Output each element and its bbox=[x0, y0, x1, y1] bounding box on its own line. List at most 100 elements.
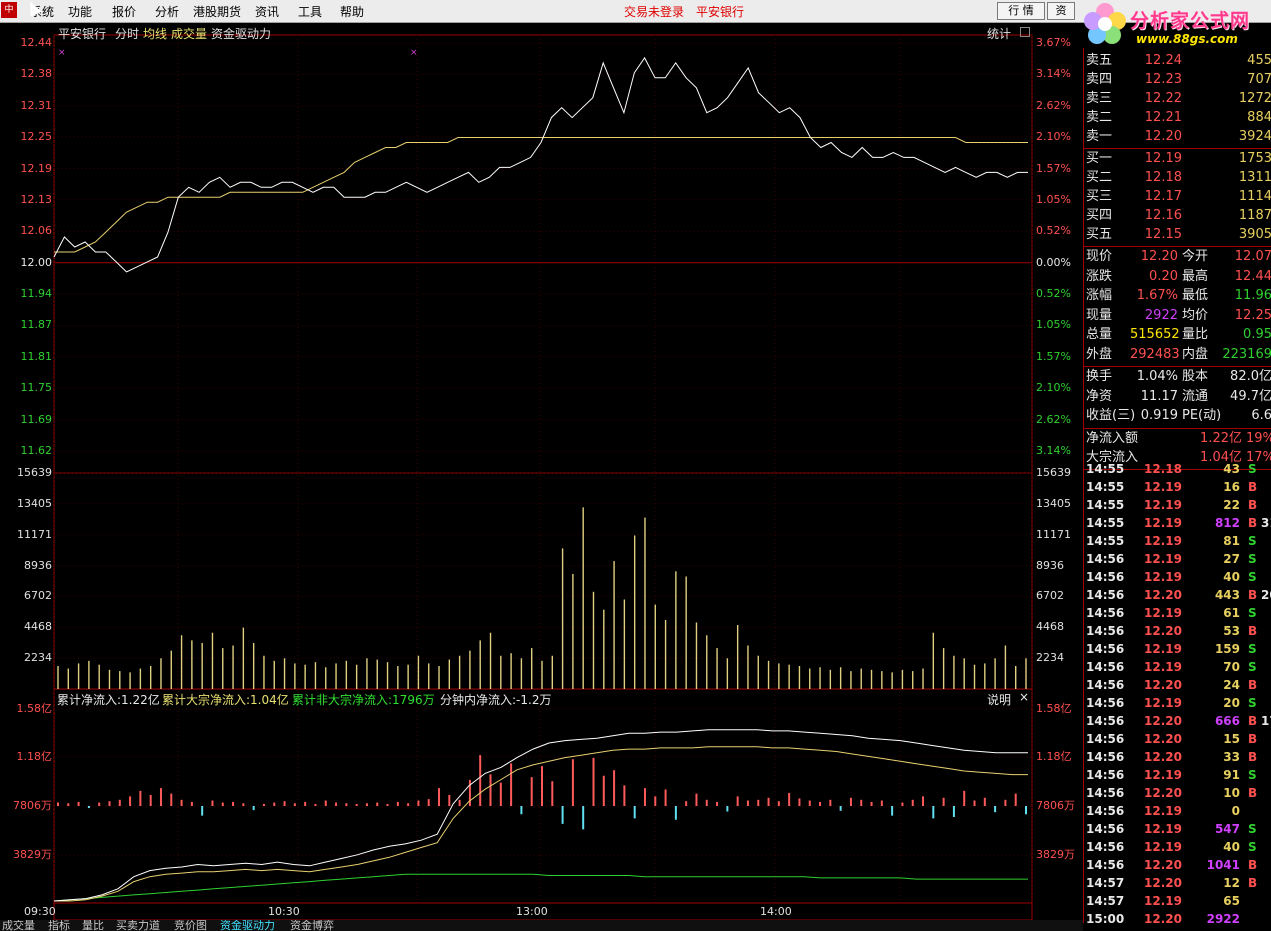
trade-login-status[interactable]: 交易未登录 bbox=[624, 5, 685, 19]
flow-percent: 19% bbox=[1246, 430, 1271, 446]
tick-price: 12.20 bbox=[1144, 858, 1182, 872]
chart-frame bbox=[53, 34, 1033, 920]
tick-row: 14:56 12.19 27 S bbox=[1086, 550, 1271, 568]
stat-label: 现量 bbox=[1086, 307, 1113, 323]
bottom-tab[interactable]: 资金驱动力 bbox=[220, 920, 275, 931]
menu-item-analysis[interactable]: 分析 bbox=[155, 5, 180, 19]
tick-row: 14:56 12.20 666 B17 bbox=[1086, 712, 1271, 730]
menu-item-hk-futures[interactable]: 港股期货 bbox=[193, 5, 242, 19]
tick-row: 14:56 12.19 61 S bbox=[1086, 604, 1271, 622]
bottom-tab[interactable]: 量比 bbox=[82, 920, 104, 931]
price-tick-label: 12.06 bbox=[20, 224, 53, 238]
stat-row: 净资 11.17 流通 49.7亿 bbox=[1086, 388, 1271, 406]
menu-item-system[interactable]: 系统 bbox=[30, 5, 55, 19]
tick-time: 14:56 bbox=[1086, 822, 1125, 836]
tick-volume: 43 bbox=[1223, 462, 1240, 476]
tick-price: 12.20 bbox=[1144, 678, 1182, 692]
chart-title-timeshare[interactable]: 分时 bbox=[115, 27, 140, 41]
price-tick-label: 11.87 bbox=[20, 318, 53, 332]
flow-label: 大宗流入 bbox=[1086, 449, 1139, 465]
tick-volume: 12 bbox=[1223, 876, 1240, 890]
bottom-tab[interactable]: 买卖力道 bbox=[116, 920, 160, 931]
tick-row: 14:56 12.19 91 S bbox=[1086, 766, 1271, 784]
info-button[interactable]: 资 bbox=[1047, 2, 1075, 20]
tick-price: 12.20 bbox=[1144, 714, 1182, 728]
intraday-chart-area: × × 平安银行 分时 均线 成交量 资金驱动力 统计 12.44 12.38 12.… bbox=[0, 23, 1083, 920]
tick-side: S bbox=[1248, 660, 1257, 674]
ask-level-label: 卖三 bbox=[1086, 91, 1113, 106]
flow-minute-net-label: 分钟内净流入:-1.2万 bbox=[440, 693, 552, 707]
tick-row: 14:56 12.20 10 B bbox=[1086, 784, 1271, 802]
tick-volume: 666 bbox=[1214, 714, 1240, 728]
stat-label: 净资 bbox=[1086, 388, 1113, 404]
bottom-tab[interactable]: 竞价图 bbox=[174, 920, 207, 931]
price-tick-label: 12.13 bbox=[20, 192, 53, 206]
percent-tick-label: 3.67% bbox=[1036, 36, 1071, 49]
stat-label: 均价 bbox=[1182, 307, 1209, 323]
tick-time: 14:56 bbox=[1086, 570, 1125, 584]
menu-item-quote[interactable]: 报价 bbox=[112, 5, 137, 19]
explain-button[interactable]: 说明 bbox=[987, 693, 1012, 707]
stat-value: 1.67% bbox=[1136, 288, 1178, 303]
tick-price: 12.18 bbox=[1144, 462, 1182, 476]
percent-tick-label: 1.57% bbox=[1036, 349, 1071, 363]
volume-tick-label: 11171 bbox=[1036, 527, 1071, 541]
tick-volume: 70 bbox=[1223, 660, 1240, 674]
bottom-tab[interactable]: 成交量 bbox=[2, 920, 35, 931]
tick-time: 14:56 bbox=[1086, 840, 1125, 854]
bid-row: 买二 12.18 1311 bbox=[1086, 169, 1271, 187]
menu-item-help[interactable]: 帮助 bbox=[340, 5, 365, 19]
menu-bar: 中 系统 功能 报价 分析 港股期货 资讯 工具 帮助 交易未登录 平安银行 行… bbox=[0, 0, 1271, 23]
chart-svg: × × bbox=[53, 34, 1033, 920]
menu-item-function[interactable]: 功能 bbox=[68, 5, 93, 19]
close-panel-icon[interactable]: × bbox=[1019, 690, 1030, 704]
tick-row: 14:56 12.20 53 B bbox=[1086, 622, 1271, 640]
tick-side: S bbox=[1248, 462, 1257, 476]
tick-time: 14:55 bbox=[1086, 480, 1125, 494]
tick-time: 14:56 bbox=[1086, 552, 1125, 566]
chart-title-avg-line[interactable]: 均线 bbox=[143, 27, 168, 41]
panel-toggle-icon[interactable] bbox=[1020, 27, 1030, 37]
flow-value: 1.22亿 bbox=[1200, 430, 1242, 446]
tick-side: B bbox=[1248, 498, 1258, 512]
percent-tick-label: 2.62% bbox=[1036, 98, 1071, 112]
ask-volume: 455 bbox=[1247, 53, 1271, 68]
bid-volume: 1753 bbox=[1238, 151, 1271, 166]
bid-level-label: 买五 bbox=[1086, 227, 1113, 242]
chart-title-fund-drive[interactable]: 资金驱动力 bbox=[211, 27, 272, 41]
volume-tick-label: 8936 bbox=[1036, 558, 1064, 572]
app-logo-icon: 中 bbox=[1, 2, 17, 18]
quote-button[interactable]: 行 情 bbox=[997, 2, 1045, 20]
bottom-tab[interactable]: 指标 bbox=[48, 920, 70, 931]
marker-x: × bbox=[410, 48, 418, 58]
menu-item-tools[interactable]: 工具 bbox=[298, 5, 323, 19]
flow-tick-label: 7806万 bbox=[13, 799, 52, 812]
price-tick-label: 11.75 bbox=[20, 381, 53, 395]
logo-title: 分析家公式网 bbox=[1130, 10, 1251, 32]
tick-side: S bbox=[1248, 552, 1257, 566]
divider bbox=[1084, 246, 1271, 247]
tick-volume: 27 bbox=[1223, 552, 1240, 566]
stat-label: 量比 bbox=[1182, 327, 1209, 342]
volume-tick-label: 6702 bbox=[1036, 589, 1064, 603]
stat-row: 换手 1.04% 股本 82.0亿 bbox=[1086, 368, 1271, 386]
chart-title-volume[interactable]: 成交量 bbox=[171, 27, 208, 41]
tick-side: B bbox=[1248, 876, 1258, 890]
ask-volume: 1272 bbox=[1238, 91, 1271, 106]
tick-price: 12.19 bbox=[1144, 570, 1182, 584]
price-tick-label: 12.44 bbox=[20, 36, 53, 49]
tick-count: 31 bbox=[1261, 516, 1271, 530]
percent-tick-label: 3.14% bbox=[1036, 67, 1071, 81]
price-tick-label: 12.38 bbox=[20, 67, 53, 81]
divider bbox=[1084, 148, 1271, 149]
menu-item-news[interactable]: 资讯 bbox=[255, 5, 280, 19]
tick-side: S bbox=[1248, 606, 1257, 620]
tick-volume: 1041 bbox=[1206, 858, 1240, 872]
tick-price: 12.19 bbox=[1144, 606, 1182, 620]
tick-volume: 91 bbox=[1223, 768, 1240, 782]
stat-label: 涨跌 bbox=[1086, 268, 1113, 284]
stat-row: 总量 515652 量比 0.95 bbox=[1086, 326, 1271, 344]
percent-tick-label: 1.57% bbox=[1036, 161, 1071, 175]
stats-button[interactable]: 统计 bbox=[987, 27, 1012, 41]
bottom-tab[interactable]: 资金博弈 bbox=[290, 920, 334, 931]
